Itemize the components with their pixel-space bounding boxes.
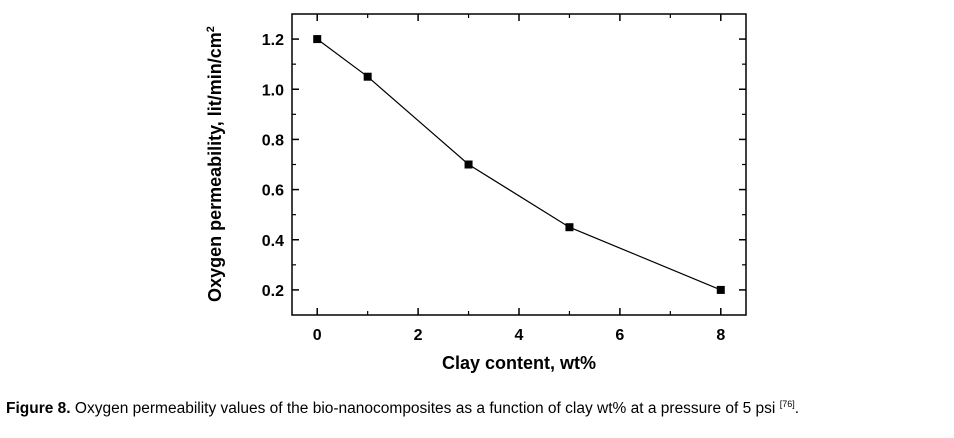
y-tick-label: 0.6 [262,183,284,200]
y-tick-label: 0.2 [262,283,284,300]
x-tick-label: 6 [615,327,624,344]
plot-frame [291,13,747,316]
figure-caption: Figure 8. Oxygen permeability values of … [6,399,951,418]
y-tick-label: 0.4 [262,233,284,250]
data-point [363,72,372,81]
y-tick-label: 1.2 [262,32,284,49]
y-axis-title-superscript: 2 [205,26,217,32]
series-line [316,38,722,291]
data-point [716,285,725,294]
figure-label: Figure 8. [6,400,71,418]
y-axis-title-text: Oxygen permeability, lit/min/cm [205,32,225,302]
y-axis-ticks: 0.2 0.4 0.6 0.8 1.0 1.2 [262,32,746,300]
y-axis-title: Oxygen permeability, lit/min/cm2 [205,26,225,302]
y-tick-label: 1.0 [262,82,284,99]
data-points [313,35,725,294]
x-axis-title: Clay content, wt% [442,353,596,373]
caption-end: . [794,400,800,418]
chart: 0.2 0.4 0.6 0.8 1.0 1.2 0 2 4 6 8 Clay content, w… [205,13,747,373]
y-tick-label: 0.8 [262,132,284,149]
x-axis-ticks: 0 2 4 6 8 [313,14,725,344]
data-point [313,35,322,44]
x-tick-label: 8 [716,327,725,344]
x-tick-label: 0 [313,327,322,344]
caption-reference: [76] [779,399,795,409]
caption-text: Oxygen permeability values of the bio-na… [70,400,780,418]
x-tick-label: 4 [515,327,524,344]
x-tick-label: 2 [414,327,423,344]
data-point [464,160,473,169]
data-point [565,223,574,232]
